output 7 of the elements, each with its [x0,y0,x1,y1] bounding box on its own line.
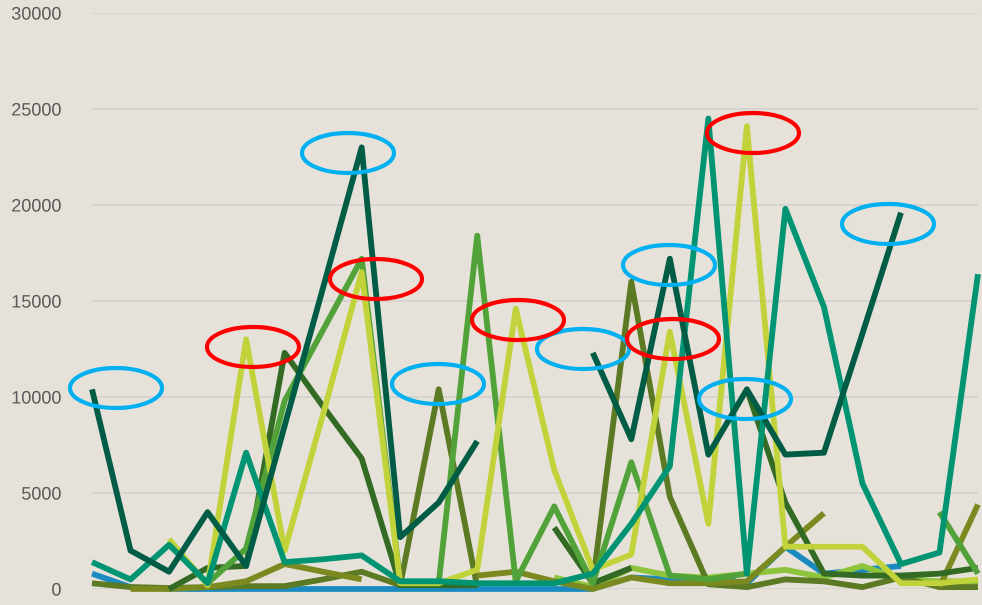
y-tick-label: 15000 [12,294,61,308]
y-tick-label: 30000 [12,6,61,20]
y-tick-label: 5000 [22,486,61,500]
y-tick-label: 25000 [12,102,61,116]
y-tick-label: 10000 [12,390,61,404]
y-tick-label: 20000 [12,198,61,212]
y-tick-label: 0 [52,582,61,596]
